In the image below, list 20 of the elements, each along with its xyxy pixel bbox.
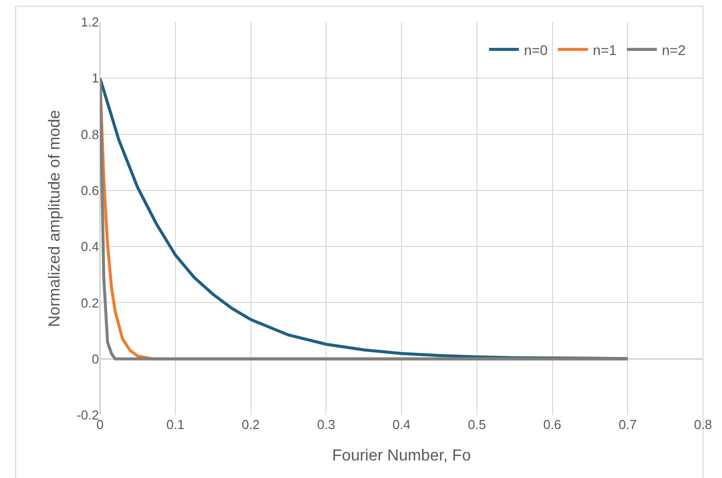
x-tick-label: 0.6 [543,417,562,432]
x-tick-label: 0.1 [166,417,184,432]
x-tick-label: 0.3 [317,417,336,432]
y-tick-label: 1 [92,70,99,86]
x-tick-label: 0.2 [242,417,260,432]
y-tick-label: 0.8 [80,126,99,142]
y-tick-label: 1.2 [80,14,99,30]
y-tick-label: 0 [92,351,99,366]
x-tick-label: 0.7 [618,417,637,432]
y-tick-label: 0.2 [80,295,99,310]
x-tick-label: 0.4 [392,417,411,432]
x-axis-title: Fourier Number, Fo [332,448,471,465]
y-tick-label: 0.4 [80,239,99,254]
y-axis-title: Normalized amplitude of mode [46,110,64,327]
x-tick-label: 0.8 [694,417,712,432]
legend-label: n=0 [524,42,548,58]
legend-label: n=1 [592,42,617,58]
x-tick-label: 0.5 [468,417,486,432]
legend-label: n=2 [662,42,686,58]
y-tick-label: 0.6 [80,182,99,198]
